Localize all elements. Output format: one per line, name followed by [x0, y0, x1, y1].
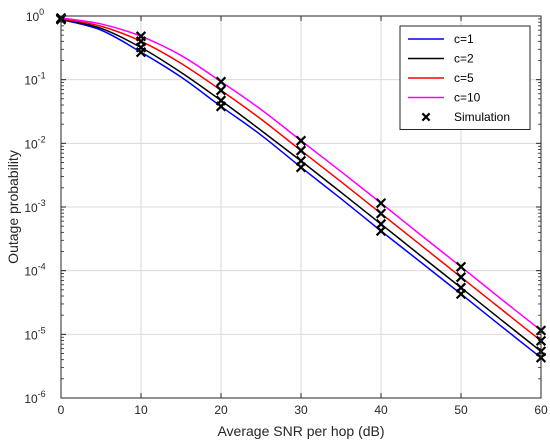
simulation-marker [455, 272, 467, 283]
y-tick-label: 10-3 [24, 198, 45, 215]
x-axis-label: Average SNR per hop (dB) [217, 423, 384, 439]
x-tick-label: 20 [214, 403, 228, 417]
legend: c=1 c=2 c=5 c=10 Simulation [399, 25, 531, 130]
legend-label: c=2 [454, 52, 474, 66]
simulation-marker [215, 85, 227, 96]
x-tick-label: 0 [58, 403, 65, 417]
simulation-marker [455, 261, 467, 272]
legend-label: c=5 [454, 71, 474, 85]
x-tick-label: 50 [454, 403, 468, 417]
y-tick-label: 10-6 [24, 389, 45, 406]
legend-label: c=10 [454, 91, 481, 105]
simulation-marker [455, 282, 467, 293]
y-axis-label: Outage probability [5, 150, 21, 264]
simulation-marker [375, 225, 387, 237]
y-tick-label: 10-1 [24, 71, 45, 88]
simulation-marker [295, 145, 307, 156]
simulation-marker [295, 155, 307, 167]
simulation-marker [375, 208, 387, 219]
simulation-marker [135, 31, 147, 42]
simulation-marker [295, 135, 307, 146]
simulation-marker [375, 197, 387, 209]
y-tick-label: 10-4 [24, 262, 45, 279]
y-tick-label: 100 [26, 7, 44, 24]
y-tick-label: 10-2 [24, 134, 45, 151]
simulation-marker [215, 95, 227, 106]
x-tick-label: 10 [134, 403, 148, 417]
x-tick-label: 40 [374, 403, 388, 417]
y-tick-label: 10-5 [24, 325, 45, 342]
legend-label: c=1 [454, 32, 474, 46]
x-tick-label: 60 [534, 403, 548, 417]
simulation-marker [375, 218, 387, 230]
x-tick-label: 30 [294, 403, 308, 417]
axis-ticks: 0 10 20 30 40 50 60 100 10-1 10-2 10-3 10-4 10-5 10-6 [24, 7, 548, 417]
simulation-marker [215, 76, 227, 87]
legend-label: Simulation [454, 110, 510, 124]
simulation-marker [295, 162, 307, 173]
legend-marker [421, 112, 431, 122]
